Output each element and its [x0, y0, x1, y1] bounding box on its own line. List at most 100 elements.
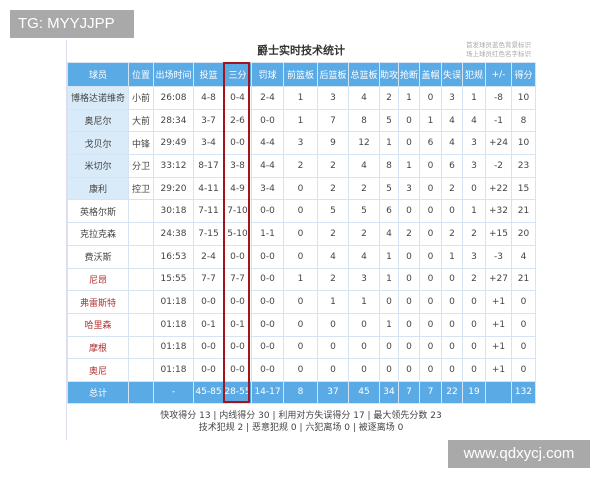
stat-cell: 4: [348, 154, 380, 178]
column-header: 得分: [511, 62, 536, 87]
stat-cell: 0: [348, 312, 380, 337]
player-name: 戈贝尔: [67, 131, 129, 156]
stat-cell: 5: [379, 108, 399, 133]
stat-cell: 0-0: [223, 290, 252, 314]
table-row: 博格达诺维奇 小前 26:08 4-8 0-4 2-4 1 3 4 2 1 0 3 1 -8 10: [67, 86, 536, 110]
stat-cell: 2: [348, 222, 380, 246]
table-row: 哈里森 01:18 0-1 0-1 0-0 0 0 0 1 0 0 0 0 +1 0: [67, 312, 536, 337]
stat-cell: 0-0: [251, 358, 284, 382]
stat-cell: 5: [317, 199, 349, 224]
stat-cell: 1: [283, 267, 318, 292]
stat-cell: 1: [283, 86, 318, 110]
column-header: 总篮板: [348, 62, 380, 87]
stat-cell: 0: [419, 199, 442, 224]
stat-cell: 2: [398, 222, 420, 246]
stat-cell: +1: [485, 290, 512, 314]
table-row: 费沃斯 16:53 2-4 0-0 0-0 0 4 4 1 0 0 1 3 -3 4: [67, 244, 536, 269]
stat-cell: +1: [485, 312, 512, 337]
column-header: 罚球: [251, 62, 284, 87]
stat-cell: 20: [511, 222, 536, 246]
footer-line-2: 技术犯规 2 | 恶意犯规 0 | 六犯离场 0 | 被逐离场 0: [198, 422, 404, 433]
stat-cell: 2: [441, 222, 463, 246]
stat-cell: 0: [419, 358, 442, 382]
player-name: 奥尼: [67, 358, 129, 382]
column-header: 三分: [223, 62, 252, 87]
stat-cell: 4: [441, 131, 463, 156]
stat-cell: 0: [419, 312, 442, 337]
stat-cell: 中锋: [128, 131, 154, 156]
stat-cell: 4: [441, 108, 463, 133]
column-header: 出场时间: [153, 62, 194, 87]
stat-cell: +22: [485, 176, 512, 201]
player-name: 米切尔: [67, 154, 129, 178]
stat-cell: 2: [379, 86, 399, 110]
stat-cell: 7-7: [223, 267, 252, 292]
stat-cell: 0: [398, 131, 420, 156]
stat-cell: 1: [398, 86, 420, 110]
stat-cell: 1: [462, 86, 486, 110]
stat-cell: 3: [283, 131, 318, 156]
player-name: 英格尔斯: [67, 199, 129, 224]
stat-cell: 0: [441, 312, 463, 337]
stat-cell: 0-0: [251, 108, 284, 133]
total-cell: 37: [317, 380, 349, 404]
total-cell: 45-85: [193, 380, 224, 404]
stat-cell: 0: [419, 244, 442, 269]
stat-cell: 3: [348, 267, 380, 292]
stat-cell: 0-0: [251, 267, 284, 292]
total-cell: 28-55: [223, 380, 252, 404]
player-name: 摩根: [67, 335, 129, 360]
stat-cell: 6: [441, 154, 463, 178]
stat-cell: 1-1: [251, 222, 284, 246]
stat-cell: 5: [348, 199, 380, 224]
stat-cell: +1: [485, 358, 512, 382]
stat-cell: 2-6: [223, 108, 252, 133]
stat-cell: [128, 244, 154, 269]
total-cell: [128, 380, 154, 404]
stat-cell: 0: [283, 312, 318, 337]
stat-cell: 3: [462, 244, 486, 269]
column-header: 失误: [441, 62, 463, 87]
stat-cell: 4: [348, 244, 380, 269]
stat-cell: 0: [283, 358, 318, 382]
stat-cell: -3: [485, 244, 512, 269]
total-cell: 22: [441, 380, 463, 404]
stat-cell: 0: [511, 290, 536, 314]
stat-cell: 0: [283, 290, 318, 314]
stat-cell: 7-7: [193, 267, 224, 292]
stat-cell: 12: [348, 131, 380, 156]
stat-cell: 8: [379, 154, 399, 178]
stat-cell: 26:08: [153, 86, 194, 110]
stat-cell: 1: [441, 244, 463, 269]
legend-starters: 首发球员蓝色背景标识: [466, 41, 531, 49]
stat-cell: 1: [419, 108, 442, 133]
stat-cell: 01:18: [153, 312, 194, 337]
stat-cell: +27: [485, 267, 512, 292]
stat-cell: 0-0: [251, 199, 284, 224]
stat-cell: 0: [398, 335, 420, 360]
stat-cell: 0: [441, 267, 463, 292]
stat-cell: 0: [317, 312, 349, 337]
stat-cell: 1: [283, 108, 318, 133]
stat-cell: 4-9: [223, 176, 252, 201]
stat-cell: [128, 199, 154, 224]
stat-cell: 2: [348, 176, 380, 201]
stat-cell: 0-0: [223, 244, 252, 269]
stat-cell: 10: [511, 131, 536, 156]
stat-cell: 0: [441, 290, 463, 314]
stat-cell: 29:49: [153, 131, 194, 156]
stat-cell: 0: [441, 358, 463, 382]
stat-cell: 0: [511, 358, 536, 382]
stat-cell: 0: [317, 335, 349, 360]
stat-cell: 28:34: [153, 108, 194, 133]
total-cell: [485, 380, 512, 404]
total-cell: 132: [511, 380, 536, 404]
player-name: 奥尼尔: [67, 108, 129, 133]
player-name: 费沃斯: [67, 244, 129, 269]
total-row: 总计 -45-85 28-55 14-17 8 37 45 34 7 7 22 19 132: [67, 380, 536, 404]
stat-cell: 3: [462, 131, 486, 156]
stat-cell: [128, 222, 154, 246]
stat-cell: 0: [419, 267, 442, 292]
column-header: 盖帽: [419, 62, 442, 87]
stat-cell: 2: [462, 267, 486, 292]
